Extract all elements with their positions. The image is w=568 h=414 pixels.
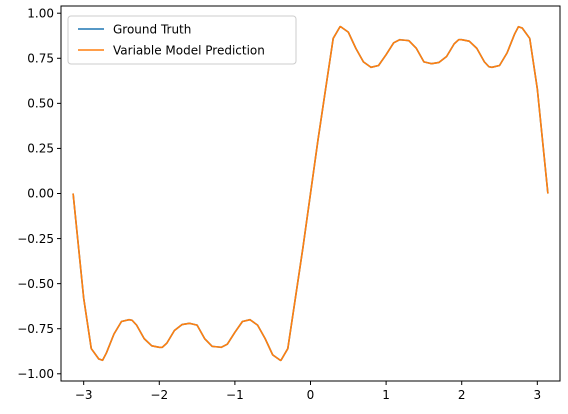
y-tick-label: 1.00	[27, 6, 54, 20]
legend-label-variable-model-prediction: Variable Model Prediction	[113, 44, 265, 58]
x-tick-label: −1	[226, 388, 244, 402]
x-tick-label: 0	[307, 388, 315, 402]
x-tick-label: −2	[150, 388, 168, 402]
y-tick-label: −0.25	[17, 232, 54, 246]
x-axis: −3 −2 −1 0 1 2 3	[75, 381, 541, 402]
y-axis: 1.00 0.75 0.50 0.25 0.00 −0.25 −0.50 −0.75 −1.00	[17, 6, 61, 381]
y-tick-label: −1.00	[17, 367, 54, 381]
x-tick-label: 2	[458, 388, 466, 402]
x-tick-label: 1	[382, 388, 390, 402]
legend-label-ground-truth: Ground Truth	[113, 23, 191, 37]
legend-box	[67, 15, 297, 65]
y-tick-label: 0.25	[27, 142, 54, 156]
y-tick-label: −0.50	[17, 277, 54, 291]
series-layer	[72, 25, 549, 362]
y-tick-label: 0.00	[27, 187, 54, 201]
y-tick-label: 0.50	[27, 97, 54, 111]
x-tick-label: 3	[533, 388, 541, 402]
x-tick-label: −3	[75, 388, 93, 402]
y-tick-label: −0.75	[17, 322, 54, 336]
legend: Ground Truth Variable Model Prediction	[67, 15, 297, 65]
y-tick-label: 0.75	[27, 51, 54, 65]
series-line-variable-model-prediction	[72, 25, 549, 362]
